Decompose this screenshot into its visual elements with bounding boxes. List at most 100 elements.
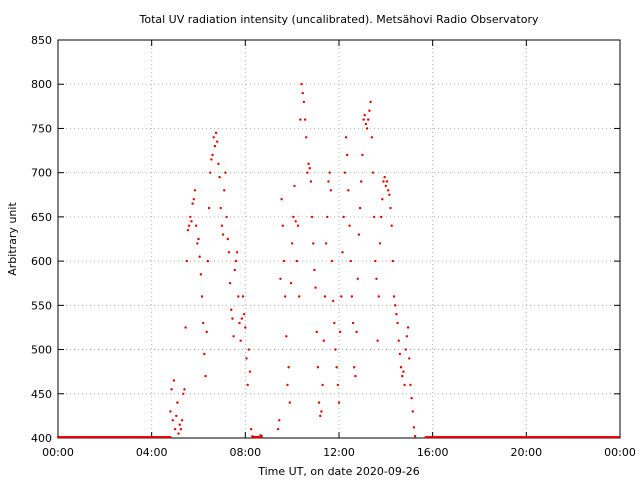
data-point (317, 401, 321, 404)
data-point (212, 136, 215, 139)
data-point (205, 330, 208, 334)
data-point (170, 388, 173, 391)
data-point (223, 189, 226, 192)
data-point (365, 127, 369, 130)
data-point (276, 427, 280, 431)
data-point (389, 206, 392, 210)
data-point (329, 189, 333, 192)
data-point (330, 259, 334, 263)
data-point (294, 220, 297, 223)
data-point (245, 357, 248, 360)
data-point (199, 273, 203, 276)
data-point (296, 224, 300, 227)
data-point (321, 383, 324, 387)
data-point (287, 366, 290, 369)
data-point (176, 401, 179, 404)
data-point (238, 321, 241, 325)
data-point (372, 215, 376, 219)
data-point (172, 379, 176, 382)
y-tick-label: 850 (31, 34, 52, 47)
data-point (193, 189, 197, 192)
data-point (391, 259, 395, 263)
data-point (402, 370, 405, 373)
data-point (409, 383, 412, 387)
data-point (196, 242, 199, 245)
data-point (313, 268, 316, 272)
data-point (192, 198, 196, 201)
data-point (410, 397, 413, 400)
data-point (350, 295, 354, 298)
data-point (308, 167, 311, 170)
y-tick-label: 750 (31, 122, 52, 135)
data-point (288, 401, 292, 404)
data-point (316, 366, 320, 369)
data-point (338, 330, 342, 334)
data-point (248, 370, 252, 373)
data-point (220, 224, 224, 227)
data-point (328, 171, 331, 174)
data-point (323, 295, 327, 298)
data-point (283, 295, 287, 298)
x-tick-label: 20:00 (510, 446, 542, 459)
chart-title: Total UV radiation intensity (uncalibrat… (139, 13, 539, 26)
data-point (306, 171, 309, 174)
data-point (191, 202, 194, 205)
y-tick-label: 600 (31, 255, 52, 268)
data-point (404, 348, 407, 351)
data-point (357, 233, 361, 236)
data-point (408, 357, 411, 360)
data-point (169, 410, 172, 413)
data-point (312, 242, 315, 245)
data-point (343, 171, 347, 174)
data-point (198, 255, 201, 258)
grid-lines (58, 40, 620, 438)
data-point (173, 427, 177, 431)
data-point (361, 153, 364, 157)
y-tick-label: 400 (31, 432, 52, 445)
data-point (280, 198, 283, 201)
data-point (234, 259, 238, 263)
data-point (397, 339, 400, 342)
data-point (320, 410, 323, 413)
data-point (187, 224, 191, 227)
data-point (405, 335, 409, 338)
data-point (341, 251, 344, 254)
data-point (363, 113, 366, 117)
data-point (305, 136, 308, 139)
data-point (336, 383, 340, 387)
data-point (246, 383, 249, 387)
data-point (340, 295, 343, 298)
plot-frame (57, 39, 621, 439)
data-point (383, 175, 386, 179)
x-axis-ticks: 00:00 04:00 08:00 12:00 16:00 20:00 00:00 (42, 40, 636, 459)
data-point (241, 295, 245, 298)
data-point (189, 215, 192, 219)
data-point (290, 242, 294, 245)
data-point (345, 153, 349, 157)
data-point (206, 259, 210, 263)
data-point (324, 242, 328, 245)
data-point (349, 259, 352, 263)
data-point (289, 282, 293, 285)
baseline-point (617, 436, 620, 439)
data-point (231, 317, 234, 320)
data-point (182, 392, 185, 395)
data-point (180, 419, 184, 422)
data-point (210, 158, 213, 161)
data-point (201, 321, 205, 325)
data-point (322, 339, 325, 342)
data-point (301, 91, 304, 95)
data-point (333, 321, 336, 325)
data-point (242, 312, 246, 316)
data-point (204, 374, 207, 378)
data-point (278, 419, 281, 422)
data-point (186, 228, 190, 232)
x-tick-label: 12:00 (323, 446, 355, 459)
baseline-point (169, 436, 172, 439)
y-tick-label: 500 (31, 344, 52, 357)
data-point (362, 118, 365, 121)
data-point (385, 180, 389, 183)
data-point (249, 427, 253, 431)
y-tick-label: 550 (31, 299, 52, 312)
